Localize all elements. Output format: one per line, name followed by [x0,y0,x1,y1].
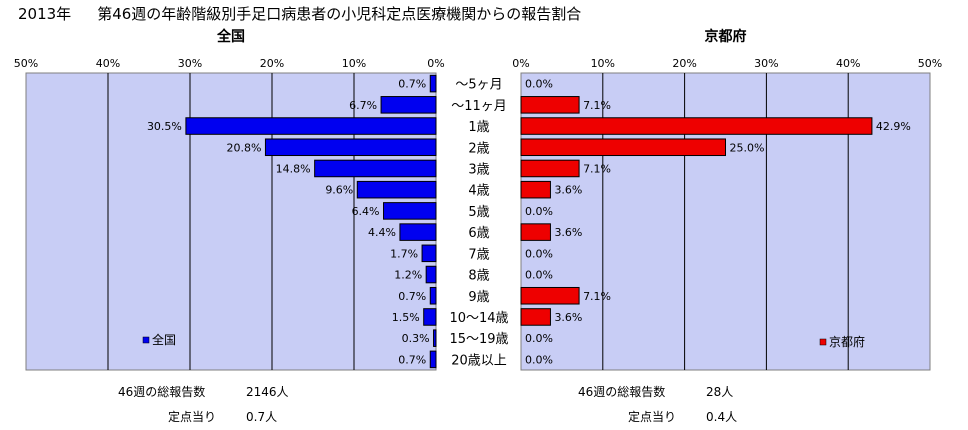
footer-kyoto-per-label: 定点当り [628,410,677,424]
category-label: ～5ヶ月 [455,78,502,93]
category-label: 10～14歳 [449,311,508,326]
data-label-national: 0.7% [398,353,426,366]
bar-kyoto [520,223,551,241]
bar-national [433,329,437,347]
data-label-kyoto: 0.0% [525,78,553,91]
data-label-kyoto: 3.6% [554,311,582,324]
bar-kyoto [520,286,580,305]
bar-national [399,223,437,241]
bar-kyoto [520,180,551,199]
data-label-national: 20.8% [226,141,261,154]
category-label: 9歳 [468,290,489,305]
x-tick-label-kyoto: 0% [512,57,529,70]
year-label: 2013年 [18,5,72,23]
data-label-national: 6.4% [352,205,380,218]
legend-label-national: 全国 [152,332,176,347]
category-label: ～11ヶ月 [451,99,507,114]
data-label-kyoto: 0.0% [525,247,553,260]
x-tick-label-national: 40% [96,57,120,70]
bar-national [429,350,437,369]
footer-kyoto-total-label: 46週の総報告数 [578,385,666,399]
bar-kyoto [520,117,873,135]
footer-national-total-value: 2146人 [246,385,289,399]
data-label-national: 6.7% [349,99,377,112]
data-label-national: 4.4% [368,226,396,239]
x-tick-label-national: 20% [260,57,284,70]
footer-national-per-value: 0.7人 [246,410,278,424]
data-label-kyoto: 0.0% [525,353,553,366]
bar-national [421,244,437,263]
category-label: 3歳 [468,162,489,177]
page-title: 2013年 第46週の年齢階級別手足口病患者の小児科定点医療機関からの報告割合 [18,3,581,24]
x-tick-label-national: 10% [342,57,366,70]
bar-kyoto [520,159,580,178]
category-label: 20歳以上 [451,353,507,368]
bar-national [380,96,437,114]
category-label: 8歳 [468,269,489,284]
data-label-kyoto: 3.6% [554,226,582,239]
category-label: 4歳 [468,184,489,199]
x-tick-label-kyoto: 10% [591,57,615,70]
x-tick-label-national: 30% [178,57,202,70]
bar-national [425,265,437,284]
bar-national [314,159,437,178]
bar-national [429,74,437,93]
x-tick-label-kyoto: 20% [672,57,696,70]
category-label: 15～19歳 [449,332,508,347]
bar-national [429,286,437,305]
bar-kyoto [520,308,551,326]
category-label: 6歳 [468,226,489,241]
data-label-kyoto: 25.0% [730,141,765,154]
footer-kyoto-per-value: 0.4人 [706,410,738,424]
data-label-kyoto: 7.1% [583,99,611,112]
x-tick-label-kyoto: 50% [918,57,942,70]
data-label-national: 0.3% [402,332,430,345]
category-label: 5歳 [468,205,489,220]
category-label: 2歳 [468,141,489,156]
data-label-kyoto: 0.0% [525,205,553,218]
x-tick-label-kyoto: 40% [836,57,860,70]
bar-kyoto [520,96,580,114]
data-label-national: 1.5% [392,311,420,324]
data-label-national: 9.6% [325,184,353,197]
bar-national [383,202,437,220]
x-tick-label-national: 0% [427,57,444,70]
data-label-national: 0.7% [398,290,426,303]
bar-national [423,308,437,326]
data-label-national: 1.2% [394,269,422,282]
data-label-kyoto: 7.1% [583,290,611,303]
category-label: 7歳 [468,247,489,262]
chart-title-kyoto: 京都府 [705,28,747,45]
data-label-kyoto: 0.0% [525,332,553,345]
data-label-national: 1.7% [390,247,418,260]
footer-national-per-label: 定点当り [168,410,217,424]
x-tick-label-kyoto: 30% [754,57,778,70]
data-label-kyoto: 42.9% [876,120,911,133]
data-label-national: 0.7% [398,78,426,91]
bar-national [185,117,437,135]
footer-kyoto-total-value: 28人 [706,385,734,399]
data-label-kyoto: 7.1% [583,162,611,175]
data-label-kyoto: 3.6% [554,184,582,197]
category-label: 1歳 [468,120,489,135]
bar-national [356,180,437,199]
chart-title-national: 全国 [216,28,245,45]
legend-swatch-kyoto [819,338,827,346]
title-text: 第46週の年齢階級別手足口病患者の小児科定点医療機関からの報告割合 [97,5,582,23]
legend-label-kyoto: 京都府 [829,334,865,349]
bar-national [264,138,437,157]
legend-swatch-national [142,336,150,344]
x-tick-label-national: 50% [14,57,38,70]
data-label-national: 14.8% [276,162,311,175]
bar-kyoto [520,138,726,157]
footer-national-total-label: 46週の総報告数 [118,385,206,399]
data-label-national: 30.5% [147,120,182,133]
data-label-kyoto: 0.0% [525,269,553,282]
